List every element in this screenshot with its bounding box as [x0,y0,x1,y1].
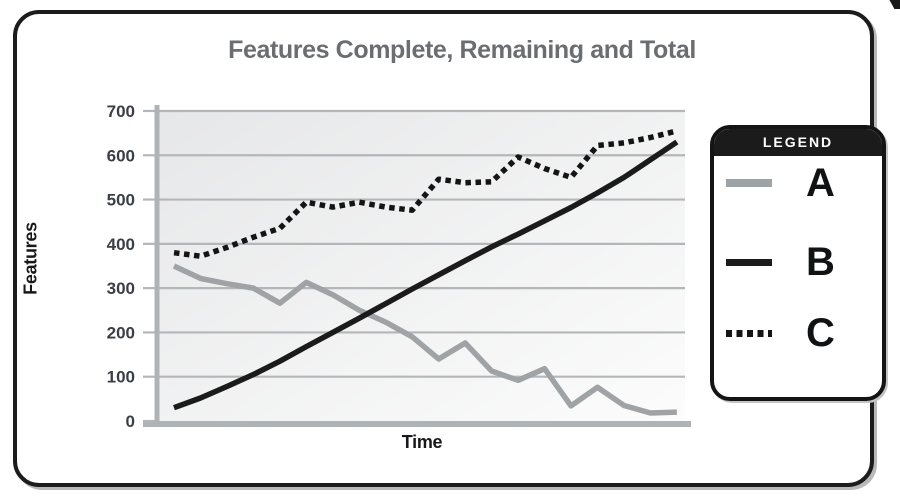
series-C-line [173,128,678,259]
x-axis-title: Time [401,432,443,452]
y-tick-label-200: 200 [107,323,135,342]
y-tick-label-300: 300 [107,279,135,298]
legend-label-A: A [806,161,835,205]
legend-swatch-C-icon [726,329,772,337]
y-axis-title: Features [20,222,41,295]
chart-frame: Features Complete, Remaining and Total F… [13,10,886,487]
y-tick-label-400: 400 [107,235,135,254]
y-tick-label-100: 100 [107,368,135,387]
legend-item-A: A [726,160,866,206]
legend-header: LEGEND [714,129,882,156]
plot-background [157,110,685,421]
legend-label-C: C [806,311,835,355]
legend-label-B: B [806,240,835,284]
y-tick-label-500: 500 [107,191,135,210]
page-corner-mark [889,0,900,9]
legend-swatch-A-icon [726,179,772,187]
legend-swatch-B-icon [726,258,772,266]
legend-item-C: C [726,310,866,356]
series-A-line [172,263,677,416]
chart-title: Features Complete, Remaining and Total [228,36,696,64]
legend-item-B: B [726,239,866,285]
series-B-line [173,139,679,411]
y-tick-label-700: 700 [107,102,135,121]
plot-area: 0 100 200 300 400 500 600 700 [107,102,691,431]
y-tick-label-600: 600 [107,146,135,165]
y-tick-label-0: 0 [126,412,135,431]
